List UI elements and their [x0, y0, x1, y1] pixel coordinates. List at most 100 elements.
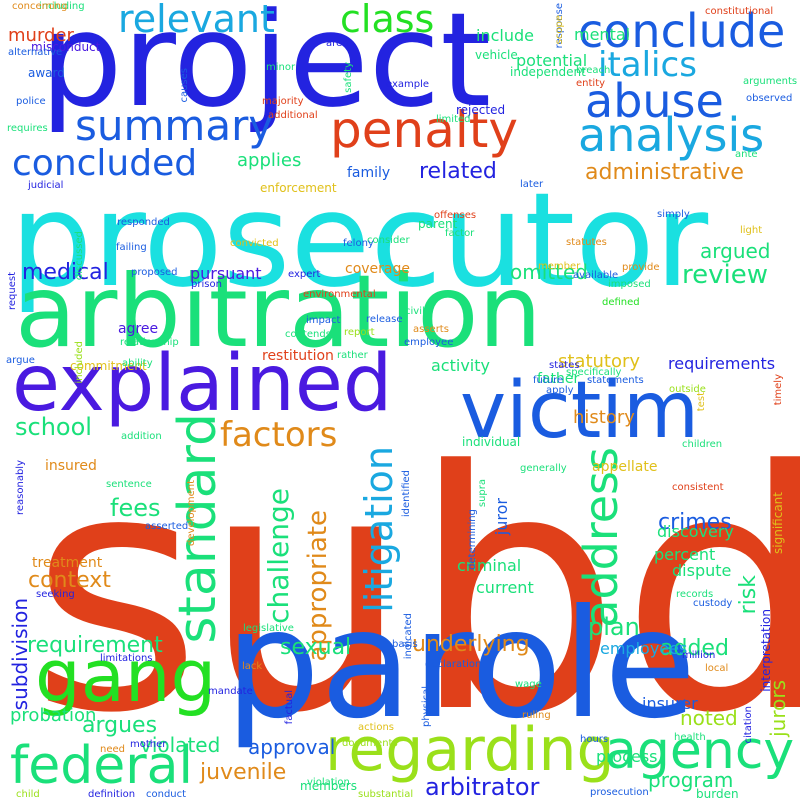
word-responded: responded [117, 217, 170, 228]
word-explained: explained [12, 339, 393, 429]
word-including: including [39, 1, 85, 12]
word-plan: plan [588, 613, 640, 641]
word-offenses: offenses [434, 210, 477, 221]
word-include: include [476, 26, 534, 45]
word-limited: limited [436, 114, 471, 125]
word-ante: ante [735, 149, 758, 160]
word-gang: gang [35, 634, 217, 718]
word-approval: approval [248, 735, 336, 759]
word-consider: consider [367, 235, 410, 246]
word-activity: activity [431, 356, 490, 375]
word-defined: defined [602, 297, 640, 308]
word-victim: victim [460, 366, 699, 456]
word-restitution: restitution [262, 348, 334, 364]
word-individual: individual [462, 435, 521, 449]
word-development: development [186, 480, 197, 546]
word-actions: actions [358, 722, 394, 733]
word-million: million [682, 650, 716, 661]
word-father: father [537, 371, 580, 387]
word-current: current [476, 578, 534, 597]
word-medical: medical [22, 260, 109, 285]
word-environmental: environmental [303, 289, 376, 300]
word-reasonably: reasonably [15, 460, 26, 516]
word-later: later [520, 179, 544, 190]
word-underlying: underlying [412, 632, 530, 657]
word-litigation: litigation [357, 446, 401, 613]
word-requirements: requirements [668, 354, 776, 373]
word-need: need [100, 744, 125, 755]
word-asserts: asserts [413, 324, 449, 335]
word-mother: mother [130, 739, 167, 750]
word-award: award [28, 66, 65, 80]
word-hours: hours [580, 734, 609, 745]
word-violated: violated [140, 733, 221, 757]
word-context: context [28, 568, 111, 593]
word-arbitration: arbitration [15, 253, 542, 370]
word-consistent: consistent [672, 482, 724, 493]
word-sexual: sexual [280, 635, 352, 660]
word-safety: safety [343, 62, 354, 93]
word-documents: documents [342, 738, 398, 749]
word-wage: wage [515, 679, 542, 690]
word-minor: minor [266, 62, 296, 73]
word-class: class [340, 0, 435, 41]
word-probation: probation [10, 705, 97, 726]
word-apply: apply [546, 385, 574, 396]
word-prosecutor: prosecutor [10, 164, 709, 316]
word-relationship: relationship [120, 337, 179, 348]
word-proposed: proposed [131, 267, 178, 278]
word-convicted: convicted [230, 238, 279, 249]
word-juror: juror [492, 498, 511, 536]
word-misconduct: misconduct [31, 40, 101, 54]
word-addition: addition [121, 431, 162, 442]
word-declaration: declaration [425, 659, 482, 670]
word-release: release [366, 314, 403, 325]
word-summary: summary [75, 101, 274, 150]
word-vehicle: vehicle [475, 48, 518, 62]
word-constitutional: constitutional [705, 6, 774, 17]
word-records: records [676, 589, 714, 600]
word-coverage: coverage [345, 261, 410, 277]
word-regarding: regarding [325, 715, 615, 785]
word-argued: argued [700, 239, 771, 263]
word-report: report [344, 327, 375, 338]
word-mental: mental [574, 25, 631, 44]
word-rejected: rejected [456, 103, 506, 117]
word-family: family [347, 165, 391, 181]
word-federal: federal [10, 736, 193, 796]
word-parent: parent [418, 217, 458, 231]
word-substantial: substantial [358, 789, 414, 800]
word-determining: determining [467, 509, 478, 570]
word-commitment: commitment [70, 359, 147, 373]
word-statements: statements [587, 375, 644, 386]
word-relevant: relevant [118, 0, 275, 41]
word-states: states [549, 360, 580, 371]
word-factual: factual [284, 690, 295, 725]
word-employee: employee [404, 337, 454, 348]
word-statutory: statutory [558, 351, 641, 372]
word-added: added [660, 636, 729, 661]
word-process: process [596, 747, 658, 766]
word-police: police [16, 96, 46, 107]
word-employees: employees [600, 639, 688, 658]
word-causes: causes [179, 68, 190, 103]
word-conclude: conclude [578, 4, 786, 58]
word-percent: percent [654, 545, 716, 564]
word-analysis: analysis [578, 108, 765, 162]
word-argue: argue [6, 355, 35, 366]
word-scope: scope [554, 15, 565, 45]
word-arbitrator: arbitrator [425, 773, 540, 800]
word-treatment: treatment [32, 555, 103, 571]
word-ability: ability [122, 358, 153, 369]
word-observed: observed [746, 93, 793, 104]
word-majority: majority [262, 96, 304, 107]
word-requirement: requirement [27, 633, 163, 658]
word-significant: significant [771, 492, 785, 554]
word-request: request [7, 272, 18, 311]
word-concluded: concluded [12, 143, 198, 184]
word-agency: agency [605, 721, 795, 781]
word-challenge: challenge [262, 488, 295, 624]
word-dispute: dispute [672, 561, 732, 580]
word-discovery: discovery [657, 522, 734, 541]
